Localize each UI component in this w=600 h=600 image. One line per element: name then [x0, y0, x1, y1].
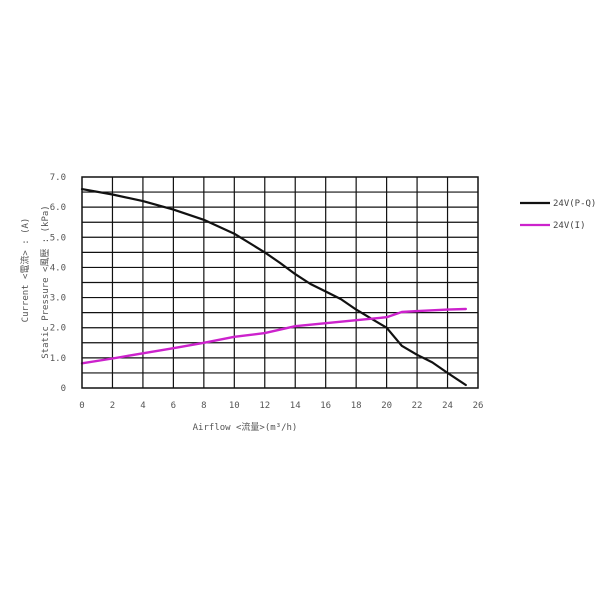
- y-tick-label: 3.0: [50, 294, 66, 304]
- x-tick-label: 16: [320, 401, 331, 411]
- x-axis-title: Airflow <流量>(m³/h): [193, 421, 298, 433]
- series-line-pq: [80, 188, 467, 387]
- x-tick-label: 24: [442, 401, 453, 411]
- series-layer: [80, 188, 467, 387]
- x-tick-label: 18: [351, 401, 362, 411]
- y-tick-label: 6.0: [50, 203, 66, 213]
- legend: 24V(P-Q) 24V(I): [520, 199, 596, 231]
- grid: [82, 177, 478, 388]
- legend-label-pq: 24V(P-Q): [553, 199, 596, 209]
- x-tick-label: 8: [201, 401, 206, 411]
- y-tick-label: 5.0: [50, 233, 66, 243]
- x-tick-label: 14: [290, 401, 301, 411]
- plot-frame: [81, 176, 479, 389]
- y-tick-label: 1.0: [50, 354, 66, 364]
- legend-label-current: 24V(I): [553, 221, 586, 231]
- y-tick-label: 7.0: [50, 173, 66, 183]
- x-tick-label: 0: [79, 401, 84, 411]
- y-axis-title-pressure: Static Pressure <風壓 : (kPa): [40, 205, 51, 358]
- x-tick-label: 26: [473, 401, 484, 411]
- x-tick-label: 6: [171, 401, 176, 411]
- x-tick-label: 4: [140, 401, 145, 411]
- x-tick-labels: 0 2 4 6 8 10 12 14 16 18 20 22 24 26: [79, 401, 483, 411]
- y-tick-label: 2.0: [50, 324, 66, 334]
- x-tick-label: 20: [381, 401, 392, 411]
- y-axis-title-current: Current <電流> : (A): [19, 218, 31, 323]
- y-tick-labels: 0 1.0 2.0 3.0 4.0 5.0 6.0 7.0: [50, 173, 66, 394]
- x-tick-label: 22: [412, 401, 423, 411]
- y-tick-label: 0: [61, 384, 66, 394]
- series-line-current: [80, 307, 467, 365]
- x-tick-label: 10: [229, 401, 240, 411]
- y-tick-label: 4.0: [50, 263, 66, 273]
- x-tick-label: 12: [259, 401, 270, 411]
- x-tick-label: 2: [110, 401, 115, 411]
